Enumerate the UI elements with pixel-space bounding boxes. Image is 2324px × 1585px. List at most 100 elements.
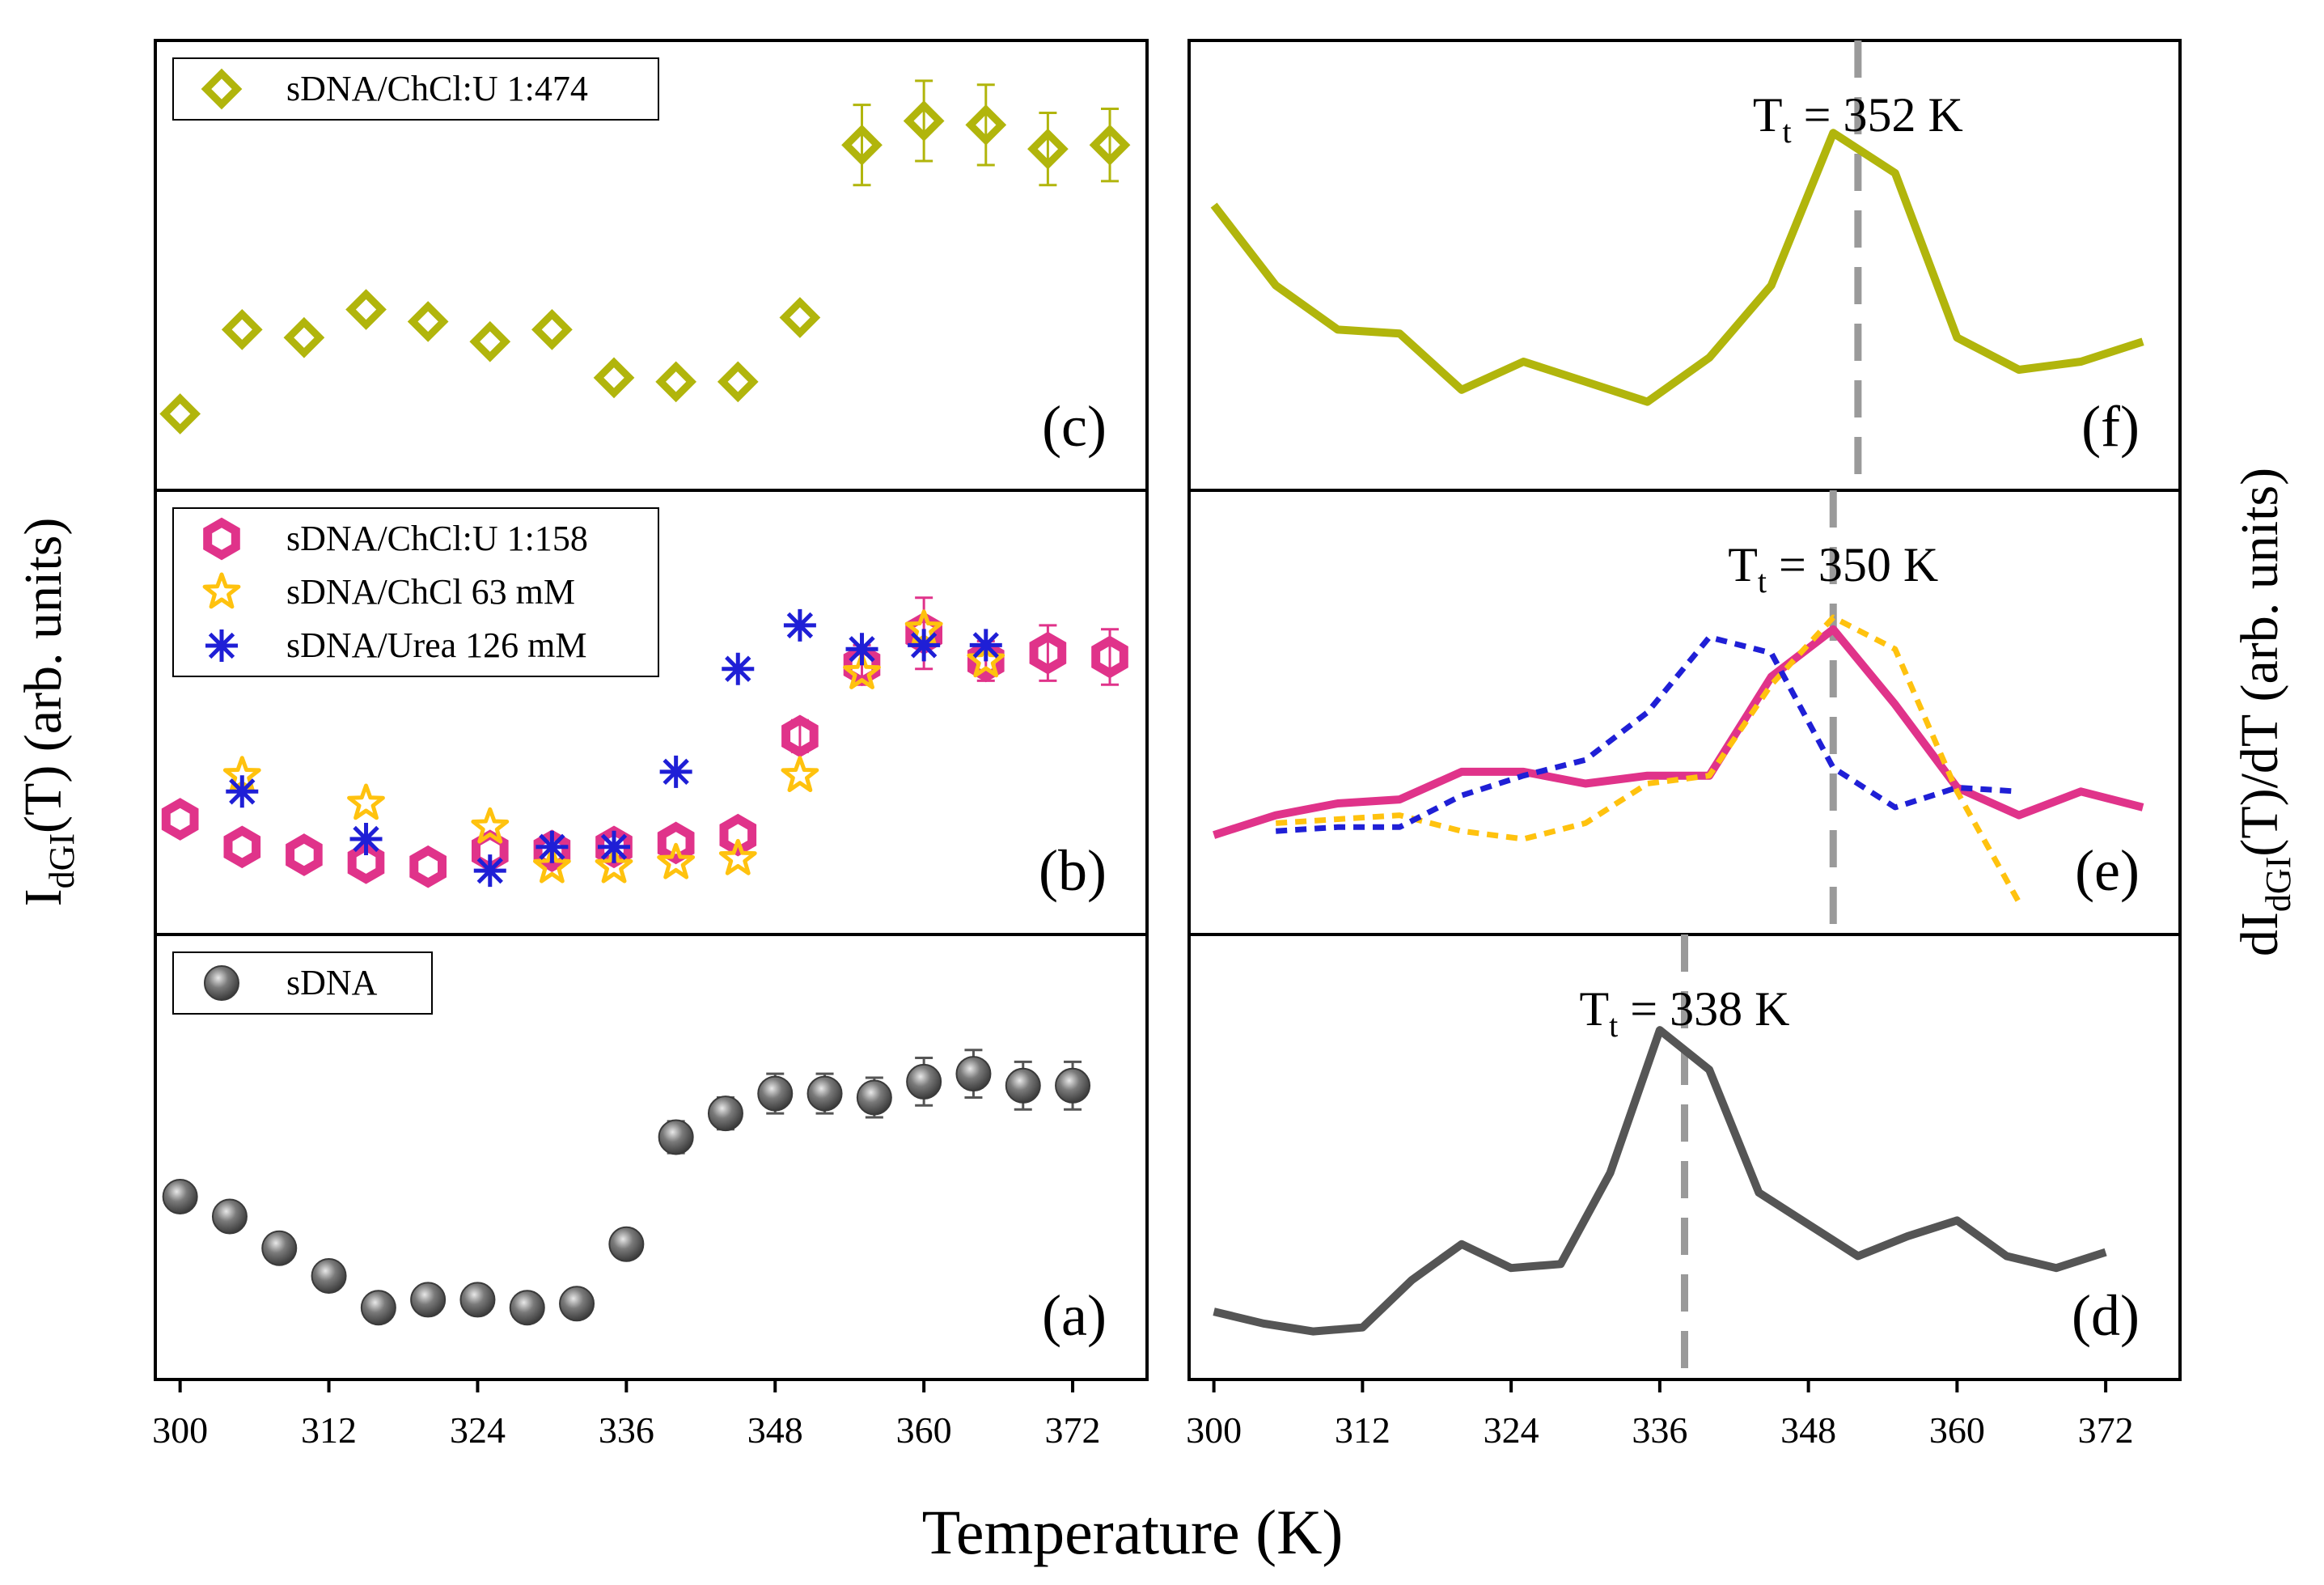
data-point xyxy=(658,1119,694,1155)
legend: sDNA xyxy=(172,951,433,1015)
panel-letter: (f) xyxy=(2081,394,2140,459)
data-point xyxy=(783,608,816,642)
series-sDNA/Urea 126 mM xyxy=(226,608,1002,888)
data-point xyxy=(1091,635,1128,679)
data-point xyxy=(471,807,510,844)
data-point xyxy=(473,854,506,888)
data-point xyxy=(843,653,881,689)
data-point xyxy=(409,845,447,888)
data-point xyxy=(1005,1067,1041,1104)
data-point xyxy=(360,1290,396,1326)
panel-a: (a) sDNA xyxy=(162,951,1107,1348)
data-point xyxy=(410,1282,447,1318)
series-line-sDNA/ChCl:U 1:158 xyxy=(1213,625,2144,839)
data-point xyxy=(161,798,199,841)
data-point xyxy=(718,838,757,875)
legend-marker xyxy=(201,68,243,110)
legend-box xyxy=(172,57,659,121)
x-tick-label: 312 xyxy=(301,1409,357,1451)
data-point xyxy=(969,629,1002,662)
transition-annotation: Tt = 338 K xyxy=(1580,982,1790,1044)
data-point xyxy=(717,361,759,403)
data-point xyxy=(311,1258,347,1294)
data-point xyxy=(903,100,945,142)
data-point xyxy=(595,846,633,884)
data-point xyxy=(533,846,571,884)
data-point xyxy=(531,308,573,350)
data-point xyxy=(781,714,819,758)
panel-c: (c) sDNA/ChCl:U 1:474 xyxy=(159,57,1131,459)
legend-marker xyxy=(203,517,240,561)
data-point xyxy=(211,1198,248,1235)
data-point xyxy=(657,821,695,865)
data-point xyxy=(345,289,387,330)
data-point xyxy=(347,783,385,820)
x-tick-label: 336 xyxy=(599,1409,654,1451)
panel-e: (e) Tt = 350 K xyxy=(1213,490,2144,934)
data-point xyxy=(509,1290,545,1326)
x-tick-label: 360 xyxy=(896,1409,952,1451)
x-tick-label: 348 xyxy=(747,1409,803,1451)
data-point xyxy=(967,639,1005,683)
data-point xyxy=(856,1079,892,1116)
data-point xyxy=(965,104,1007,146)
transition-annotation: Tt = 350 K xyxy=(1728,538,1938,600)
legend: sDNA/ChCl:U 1:158 sDNA/ChCl 63 mM sDNA/Ure… xyxy=(172,507,659,677)
left-panel-frame xyxy=(154,39,1149,1381)
data-point xyxy=(223,825,261,869)
series-sDNA xyxy=(162,1049,1091,1326)
x-tick-label: 324 xyxy=(450,1409,506,1451)
legend-label: sDNA xyxy=(286,963,378,1002)
data-point xyxy=(349,822,383,855)
panel-letter: (b) xyxy=(1039,838,1107,903)
legend-label: sDNA/Urea 126 mM xyxy=(286,625,587,665)
legend-box xyxy=(172,507,659,677)
data-point xyxy=(757,1075,794,1112)
data-point xyxy=(659,755,692,788)
data-point xyxy=(719,813,757,857)
panel-f: (f) Tt = 352 K xyxy=(1210,40,2144,490)
data-point xyxy=(286,833,323,876)
panel-d: (d) Tt = 338 K xyxy=(1213,934,2140,1379)
data-point xyxy=(283,316,325,358)
data-point xyxy=(559,1286,595,1322)
x-tick-label: 312 xyxy=(1335,1409,1391,1451)
legend-label: sDNA/ChCl 63 mM xyxy=(286,572,575,612)
right-panel-frame xyxy=(1187,39,2182,1381)
x-tick-label: 348 xyxy=(1780,1409,1836,1451)
x-axis-label: Temperature (K) xyxy=(922,1497,1344,1567)
data-point xyxy=(595,825,633,869)
x-tick-label: 372 xyxy=(1045,1409,1101,1451)
x-tick-label: 336 xyxy=(1632,1409,1687,1451)
legend-marker xyxy=(205,629,238,662)
x-tick-label: 300 xyxy=(1186,1409,1242,1451)
data-point xyxy=(407,301,449,342)
legend-marker xyxy=(204,965,239,1001)
legend-label: sDNA/ChCl:U 1:474 xyxy=(286,69,588,108)
data-point xyxy=(593,357,635,399)
panel-letter: (d) xyxy=(2072,1283,2140,1348)
data-point xyxy=(162,1179,198,1214)
data-point xyxy=(459,1282,496,1318)
data-point xyxy=(1027,128,1069,170)
x-tick-label: 360 xyxy=(1929,1409,1985,1451)
data-point xyxy=(535,830,569,863)
data-point xyxy=(722,652,755,685)
y-axis-label-right: dIdGI(T)/dT (arb. units) xyxy=(2230,468,2298,956)
data-point xyxy=(908,629,941,662)
legend-marker xyxy=(202,572,241,609)
y-axis-label-left: IdGI(T) (arb. units) xyxy=(14,518,82,907)
x-tick-label: 372 xyxy=(2078,1409,2134,1451)
data-point xyxy=(261,1230,298,1266)
series-line-sDNA/ChCl:U 1:474 xyxy=(1210,129,2144,406)
data-point xyxy=(469,320,511,362)
data-point xyxy=(841,124,883,166)
legend: sDNA/ChCl:U 1:474 xyxy=(172,57,659,121)
panel-letter: (e) xyxy=(2075,838,2140,903)
data-point xyxy=(608,1226,645,1262)
data-point xyxy=(1055,1067,1091,1104)
data-point xyxy=(806,1075,843,1112)
data-point xyxy=(781,756,819,792)
series-sDNA/ChCl:U 1:474 xyxy=(159,79,1131,434)
